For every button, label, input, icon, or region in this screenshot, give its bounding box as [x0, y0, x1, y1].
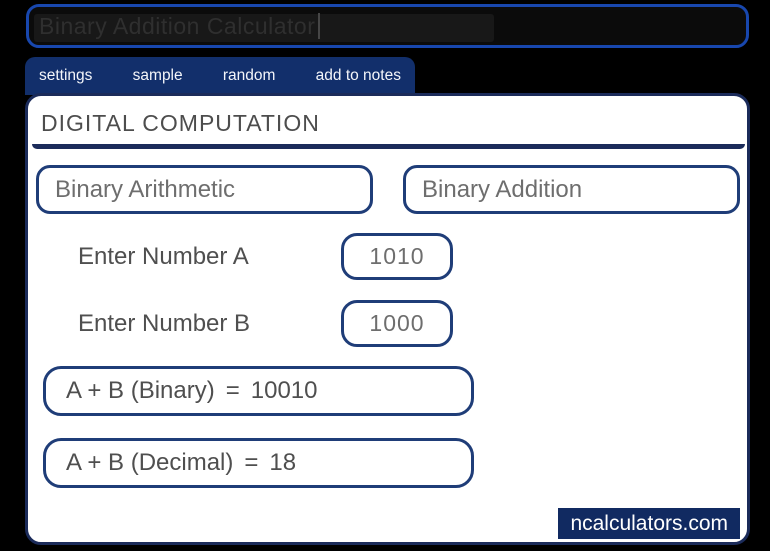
branding-watermark: ncalculators.com — [558, 508, 740, 539]
operation-dropdown[interactable]: Binary Addition — [403, 165, 740, 214]
calculator-title-input[interactable]: Binary Addition Calculator — [26, 4, 749, 48]
number-a-label: Enter Number A — [78, 243, 249, 270]
category-dropdown[interactable]: Binary Arithmetic — [36, 165, 373, 214]
decimal-result-label: A + B (Decimal) — [66, 449, 234, 476]
binary-result-label: A + B (Binary) — [66, 377, 215, 404]
binary-result-box: A + B (Binary) = 10010 — [43, 366, 474, 416]
number-b-value: 1000 — [369, 310, 425, 336]
calculator-panel: DIGITAL COMPUTATION Binary Arithmetic Bi… — [25, 93, 750, 545]
category-dropdown-value: Binary Arithmetic — [55, 175, 236, 203]
title-input-value: Binary Addition Calculator — [39, 12, 316, 39]
decimal-result-box: A + B (Decimal) = 18 — [43, 438, 474, 488]
input-highlight — [34, 14, 494, 42]
tab-sample[interactable]: sample — [132, 67, 183, 84]
tab-random[interactable]: random — [222, 67, 276, 84]
equals-sign: = — [225, 377, 240, 404]
equals-sign: = — [244, 449, 259, 476]
operation-dropdown-value: Binary Addition — [422, 175, 583, 203]
number-b-label: Enter Number B — [78, 310, 251, 337]
number-a-value: 1010 — [369, 243, 425, 269]
panel-heading: DIGITAL COMPUTATION — [41, 110, 320, 136]
heading-underline — [32, 144, 745, 149]
tab-bar: settings sample random add to notes — [25, 57, 415, 95]
binary-result-value: 10010 — [250, 377, 318, 404]
decimal-result-value: 18 — [269, 449, 297, 476]
tab-settings[interactable]: settings — [39, 67, 93, 84]
tab-add-to-notes[interactable]: add to notes — [315, 67, 401, 84]
number-b-input[interactable]: 1000 — [341, 300, 453, 347]
text-cursor — [318, 13, 321, 39]
number-a-input[interactable]: 1010 — [341, 233, 453, 280]
